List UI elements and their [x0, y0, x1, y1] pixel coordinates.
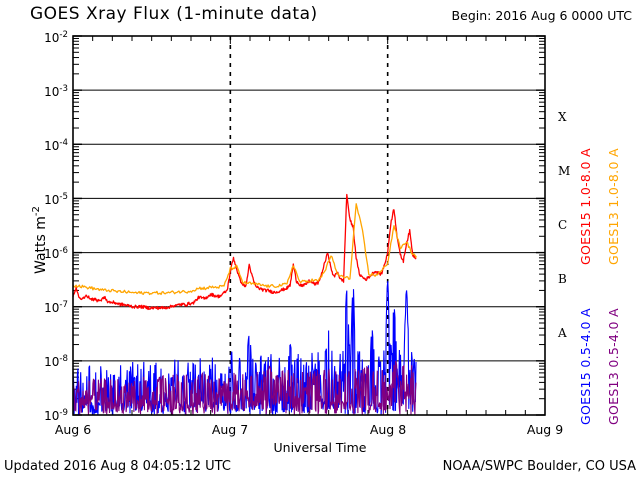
- x-tick-label: Aug 6: [54, 422, 92, 437]
- source-attribution: NOAA/SWPC Boulder, CO USA: [442, 459, 636, 474]
- begin-time-label: Begin: 2016 Aug 6 0000 UTC: [451, 8, 632, 23]
- flare-class-label-b: B: [558, 272, 567, 286]
- x-tick-label: Aug 7: [211, 422, 249, 437]
- y-tick-label: 10-7: [44, 300, 68, 315]
- x-tick-label: Aug 8: [369, 422, 407, 437]
- y-tick-label: 10-9: [44, 408, 68, 423]
- y-tick-label: 10-5: [44, 192, 68, 207]
- x-tick-label: Aug 9: [526, 422, 564, 437]
- y-tick-label: 10-6: [44, 246, 68, 261]
- y-tick-label: 10-3: [44, 84, 68, 99]
- y-tick-label: 10-4: [44, 138, 68, 153]
- series-line-goes13-1-0-8-0-a: [72, 203, 417, 296]
- plot-frame: [72, 35, 546, 416]
- flare-class-label-a: A: [558, 326, 567, 340]
- x-axis-label: Universal Time: [273, 440, 367, 455]
- flare-class-label-c: C: [558, 218, 568, 232]
- y-tick-label: 10-2: [44, 30, 68, 45]
- series-line-goes15-1-0-8-0-a: [72, 193, 417, 311]
- flare-class-label-m: M: [558, 164, 571, 178]
- flare-class-label-x: X: [558, 110, 567, 124]
- series-line-goes13-0-5-4-0-a: [72, 360, 417, 416]
- y-tick-label: 10-8: [44, 354, 68, 369]
- page-title: GOES Xray Flux (1-minute data): [30, 4, 318, 24]
- updated-timestamp: Updated 2016 Aug 8 04:05:12 UTC: [4, 459, 231, 474]
